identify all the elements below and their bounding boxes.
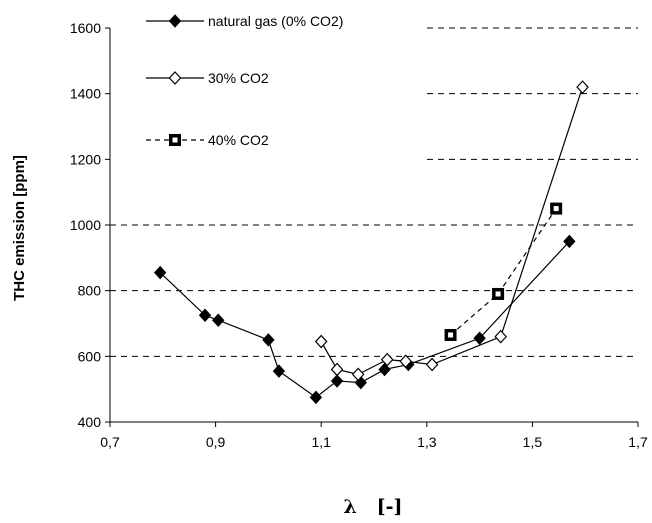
- x-tick-label: 1,7: [628, 434, 648, 450]
- series-2-point: [380, 352, 394, 367]
- legend-marker-3-center: [172, 137, 178, 143]
- series-2-point: [314, 334, 328, 349]
- series-2-point: [494, 329, 508, 344]
- series-2-point: [330, 362, 344, 377]
- y-tick-label: 600: [78, 348, 102, 364]
- series-2-point: [399, 354, 412, 369]
- x-tick-label: 0,9: [206, 434, 226, 450]
- x-tick-label: 0,7: [100, 434, 120, 450]
- series-1-point: [262, 333, 275, 347]
- series-1-point: [378, 362, 391, 377]
- y-tick-label: 400: [78, 414, 102, 430]
- series-1-point: [198, 308, 212, 323]
- x-tick-label: 1,5: [523, 434, 543, 450]
- series-1-point: [212, 313, 225, 327]
- series-line-3: [450, 208, 557, 336]
- legend-marker-1: [168, 14, 182, 28]
- series-1-point: [563, 234, 576, 249]
- series-group: [153, 80, 589, 405]
- legend-marker-2: [168, 71, 182, 85]
- y-tick-label: 1000: [70, 217, 101, 233]
- x-tick-label: 1,1: [311, 434, 331, 450]
- series-3-point-center: [553, 206, 559, 212]
- series-2-point: [351, 367, 365, 382]
- x-axis-title: λ [-]: [343, 496, 402, 518]
- series-1-point: [330, 374, 344, 388]
- series-1-point: [309, 390, 323, 405]
- y-tick-label: 800: [78, 283, 102, 299]
- y-tick-label: 1200: [70, 151, 101, 167]
- series-1-point: [473, 331, 486, 346]
- series-3-point-center: [495, 291, 501, 297]
- y-tick-label: 1600: [70, 20, 101, 36]
- y-axis-title: THC emission [ppm]: [11, 155, 28, 301]
- legend-label-1: natural gas (0% CO2): [208, 13, 343, 29]
- series-1-point: [272, 364, 286, 378]
- series-2-point: [425, 357, 439, 372]
- series-1-point: [153, 265, 167, 280]
- legend-label-3: 40% CO2: [208, 132, 269, 148]
- tick-marks: 400 600 800 1000 1200 1400 1600 0,7 0,9 1,1 1,3 1,5…: [70, 20, 648, 450]
- legend-label-2: 30% CO2: [208, 70, 269, 86]
- x-tick-label: 1,3: [417, 434, 437, 450]
- grid-lines: [110, 27, 638, 357]
- legend: natural gas (0% CO2) 30% CO2 40% CO2: [146, 13, 343, 148]
- y-tick-label: 1400: [70, 86, 101, 102]
- series-3-point-center: [448, 332, 454, 338]
- series-2-point: [576, 80, 589, 94]
